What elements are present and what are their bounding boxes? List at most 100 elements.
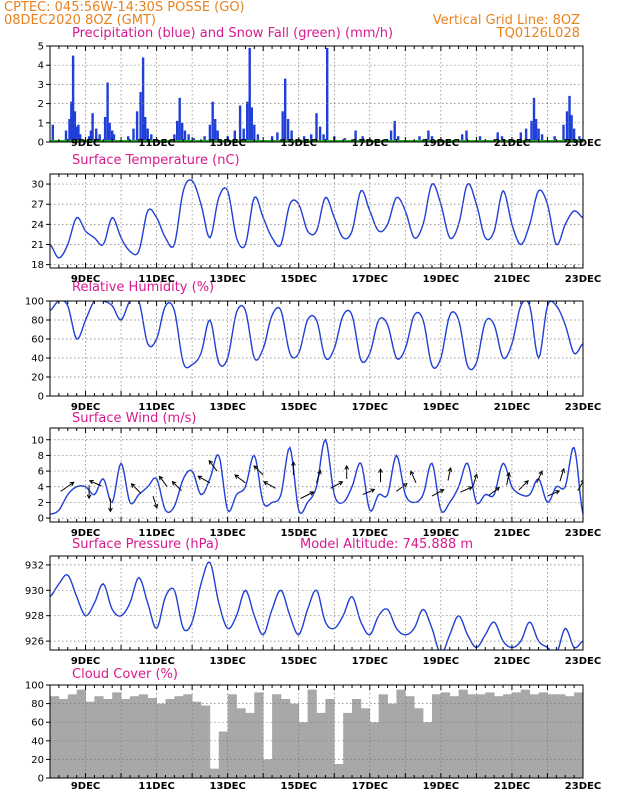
press-ytick-label: 926 (25, 637, 44, 648)
header-run-time: 08DEC2020 8OZ (GMT) (4, 13, 156, 28)
wind-arrow-head (473, 473, 478, 479)
cloud-cover-bar (281, 699, 291, 778)
wind-arrow-head (234, 474, 240, 479)
precip-bar (64, 130, 68, 142)
precip-bar (89, 130, 93, 142)
precip-ytick-label: 1 (38, 118, 44, 129)
precip-bar (256, 134, 260, 142)
rh-ytick-label: 0 (38, 392, 44, 403)
cloud-xtick-label: 11DEC (138, 781, 174, 792)
rh-xtick-label: 23DEC (565, 402, 601, 413)
cloud-cover-bar (405, 696, 415, 778)
press-xtick-label: 19DEC (423, 656, 459, 667)
rh-xtick-label: 13DEC (209, 402, 245, 413)
cloud-cover-bar (511, 692, 522, 778)
precip-ytick-label: 5 (38, 42, 44, 53)
press-data (50, 561, 583, 650)
wind-xtick-label: 9DEC (71, 528, 100, 539)
temp-series-line (50, 179, 583, 259)
cloud-panel: 0 20 40 60 80 100 9DEC 11DEC 13DEC 15DEC 17DEC 19DE… (25, 681, 601, 793)
cloud-cover-bar (58, 699, 69, 778)
precip-bar (318, 126, 322, 142)
wind-arrow-head (130, 483, 136, 488)
wind-arrow (447, 467, 452, 481)
temp-ytick-label: 21 (31, 240, 44, 251)
press-xtick-label: 13DEC (209, 656, 245, 667)
cloud-cover-bar (129, 696, 140, 778)
wind-arrow (330, 481, 343, 489)
precip-bar (534, 119, 538, 142)
wind-arrow-head (439, 489, 445, 494)
precip-bar (187, 134, 190, 142)
wind-arrow (300, 491, 314, 499)
rh-frame (49, 300, 584, 397)
rh-ytick-label: 40 (31, 354, 44, 365)
wind-arrow-head (208, 459, 214, 465)
cloud-cover-bar (245, 712, 255, 778)
precip-bar (519, 132, 522, 142)
wind-xtick-label: 15DEC (281, 528, 317, 539)
precip-bar (68, 119, 71, 142)
rh-series-line (50, 301, 583, 371)
cloud-cover-bar (94, 696, 104, 778)
precip-bar (70, 101, 73, 142)
press-xtick-label: 15DEC (281, 656, 317, 667)
precip-bar (51, 124, 54, 142)
precip-bar (389, 130, 393, 142)
cloud-cover-bar (112, 692, 122, 778)
precip-bar (361, 136, 364, 142)
temp-xtick-label: 13DEC (209, 274, 245, 285)
wind-ytick-label: 6 (38, 467, 44, 478)
rh-xtick-label: 19DEC (423, 402, 459, 413)
wind-xtick-label: 23DEC (565, 528, 601, 539)
precip-bar (553, 136, 556, 142)
wind-arrow (197, 475, 211, 484)
wind-arrow-head (317, 469, 322, 475)
precip-bar (242, 128, 245, 142)
precip-xtick-label: 17DEC (352, 138, 388, 149)
precip-bar (246, 101, 249, 142)
wind-ytick-label: 10 (31, 435, 44, 446)
press-series-line (50, 561, 583, 650)
cloud-cover-bar (165, 699, 175, 778)
precip-bar (461, 134, 464, 142)
cloud-cover-bar (183, 694, 193, 778)
cloud-xtick-label: 15DEC (281, 781, 317, 792)
wind-arrow-head (158, 475, 164, 481)
wind-arrow (152, 495, 158, 508)
cloud-cover-bar (432, 694, 442, 778)
precip-xtick-label: 19DEC (423, 138, 459, 149)
precip-bar (286, 119, 290, 142)
cloud-cover-bar (263, 759, 273, 778)
precip-bar (73, 111, 77, 142)
wind-arrow-head (338, 481, 344, 486)
precip-bar (132, 128, 135, 142)
precip-bar (178, 97, 181, 142)
temp-xtick-label: 17DEC (352, 274, 388, 285)
precip-bar (354, 130, 357, 142)
wind-arrow-head (506, 471, 511, 477)
precip-ytick-label: 3 (38, 80, 44, 91)
rh-ytick-label: 100 (25, 297, 44, 308)
precip-bar (176, 120, 179, 142)
precip-bar (565, 111, 569, 142)
panels: 0 1 2 3 4 5 9DEC 11DEC 13DEC 15DEC 17DEC 19DEC 21DEC… (25, 42, 601, 793)
wind-arrow (234, 474, 246, 484)
wind-arrow-head (468, 486, 474, 491)
precip-xtick-label: 13DEC (209, 138, 245, 149)
cloud-cover-bar (565, 696, 575, 778)
cloud-ytick-label: 0 (38, 774, 44, 785)
cloud-cover-bar (325, 699, 335, 778)
cloud-ytick-label: 20 (31, 755, 44, 766)
cloud-cover-bar (156, 703, 166, 778)
wind-arrow (89, 480, 102, 487)
temp-xtick-label: 19DEC (423, 274, 459, 285)
wind-arrow-head (253, 465, 259, 470)
precip-bar (216, 130, 219, 142)
precip-bar (326, 47, 329, 142)
cloud-cover-bar (352, 699, 362, 778)
wind-arrow (172, 481, 182, 492)
press-xtick-label: 23DEC (565, 656, 601, 667)
rh-ytick-label: 20 (31, 373, 44, 384)
cloud-cover-bar (138, 694, 148, 778)
